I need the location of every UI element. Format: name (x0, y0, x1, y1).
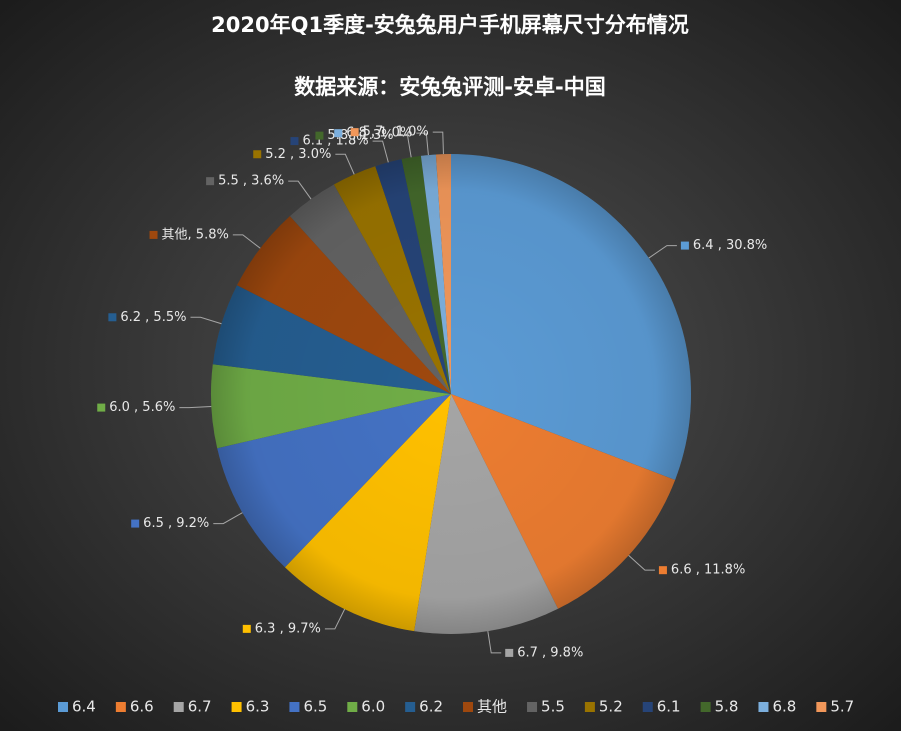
data-label: 5.5 , 3.6% (218, 174, 284, 189)
data-label-key (505, 648, 514, 657)
data-label-key (242, 624, 251, 633)
legend-key (231, 702, 242, 712)
data-label-key (334, 129, 343, 138)
data-label: 5.8 , 1.3% (327, 128, 393, 143)
legend-label: 5.8 (715, 698, 739, 716)
data-label: 6.6 , 11.8% (671, 563, 745, 578)
data-label: 6.4 , 30.8% (693, 238, 767, 253)
data-label-key (350, 128, 359, 137)
legend-key (584, 702, 595, 712)
data-label: 6.8 , 1.0% (346, 126, 412, 141)
data-label: 其他, 5.8% (162, 227, 229, 242)
data-label: 5.7 , 1.0% (363, 125, 429, 140)
legend-key (289, 702, 300, 712)
data-label-key (290, 137, 299, 146)
legend-key (758, 702, 769, 712)
leader-line (179, 405, 212, 409)
legend-key (816, 702, 827, 712)
data-label-key (108, 313, 117, 322)
legend-label: 6.5 (303, 698, 327, 716)
chart-title: 2020年Q1季度-安兔兔用户手机屏幕尺寸分布情况 (211, 13, 689, 37)
data-label: 5.2 , 3.0% (265, 147, 331, 162)
legend-key (347, 702, 358, 712)
data-label: 6.3 , 9.7% (255, 621, 321, 636)
legend-label: 6.3 (246, 698, 270, 716)
legend-key (58, 702, 68, 712)
leader-line (487, 631, 502, 654)
leader-line (432, 131, 444, 155)
data-label-key (206, 177, 215, 186)
legend-label: 6.2 (419, 698, 443, 716)
data-label-key (131, 519, 140, 528)
data-label-key (253, 150, 262, 159)
legend-label: 6.1 (657, 698, 681, 716)
legend-label: 6.4 (72, 698, 96, 716)
legend-label: 5.7 (830, 698, 854, 716)
legend-label: 6.6 (130, 698, 154, 716)
data-label-key (149, 230, 158, 239)
chart-subtitle: 数据来源：安兔兔评测-安卓-中国 (294, 75, 605, 99)
legend-label: 6.7 (188, 698, 212, 716)
legend-label: 5.2 (599, 698, 623, 716)
legend-label: 6.0 (361, 698, 385, 716)
data-label: 6.5 , 9.2% (143, 516, 209, 531)
legend-key (405, 702, 416, 712)
data-label-key (680, 241, 689, 250)
legend-key (700, 702, 711, 712)
legend-label: 6.8 (772, 698, 796, 716)
data-label-key (658, 566, 667, 575)
data-label-key (315, 131, 324, 140)
legend-key (115, 702, 126, 712)
legend-key (527, 702, 538, 712)
data-label: 6.2 , 5.5% (120, 310, 186, 325)
data-label-key (97, 403, 106, 412)
legend-key (642, 702, 653, 712)
legend-key (463, 702, 474, 712)
legend-key (173, 702, 184, 712)
legend-label: 其他 (477, 698, 507, 716)
leader-line (416, 132, 429, 156)
data-label: 6.0 , 5.6% (109, 400, 175, 415)
data-label: 6.7 , 9.8% (517, 645, 583, 660)
legend-label: 5.5 (541, 698, 565, 716)
leader-line (397, 135, 412, 158)
